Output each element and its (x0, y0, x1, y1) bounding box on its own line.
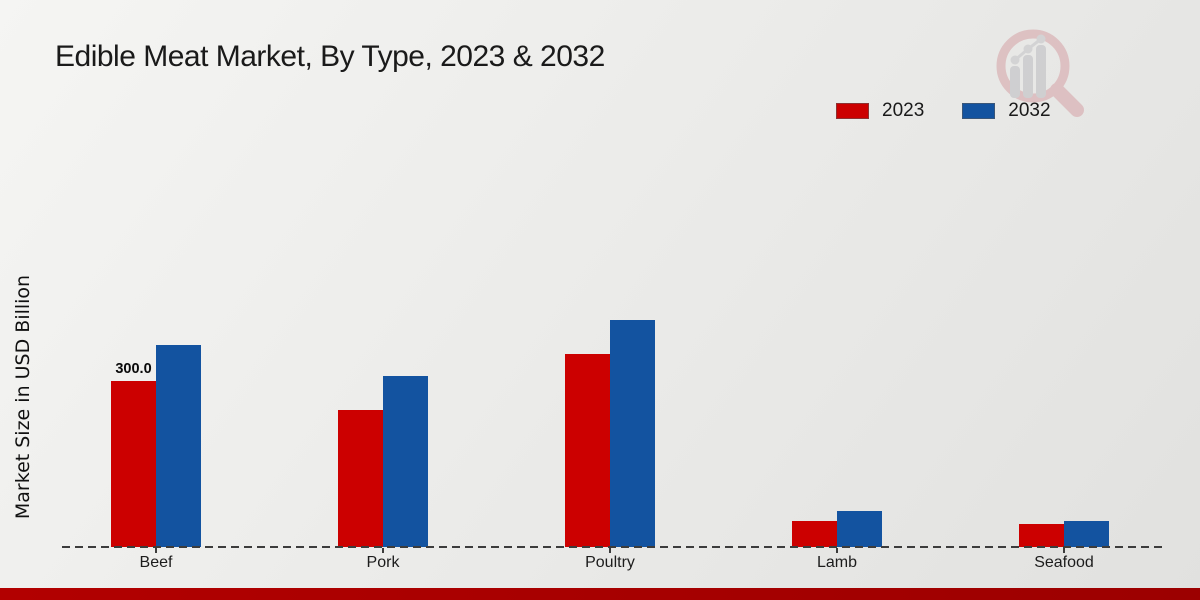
bar-value-label-beef-2023: 300.0 (115, 361, 152, 377)
legend-label-2032: 2032 (1008, 100, 1051, 121)
bar-seafood-2023 (1019, 524, 1064, 547)
magnifier-growth-chart-logo-icon (996, 29, 1084, 117)
legend-label-2023: 2023 (882, 100, 925, 121)
legend-item-2023: 2023 (836, 100, 924, 122)
bar-poultry-2032 (610, 320, 655, 547)
bar-beef-2032 (156, 345, 201, 547)
bar-pork-2032 (383, 376, 428, 547)
x-tick-seafood (1063, 548, 1065, 553)
legend-swatch-2023 (836, 103, 869, 119)
bar-lamb-2032 (837, 511, 882, 547)
chart-title: Edible Meat Market, By Type, 2023 & 2032 (55, 40, 605, 73)
category-label-beef: Beef (139, 554, 173, 571)
category-label-pork: Pork (366, 554, 400, 571)
bar-seafood-2032 (1064, 521, 1109, 547)
category-label-poultry: Poultry (585, 554, 635, 571)
x-tick-beef (155, 548, 157, 553)
legend: 2023 2032 (836, 100, 1051, 122)
legend-swatch-2032 (962, 103, 996, 119)
x-tick-pork (382, 548, 384, 553)
bar-poultry-2023 (565, 354, 610, 547)
legend-item-2032: 2032 (962, 100, 1051, 122)
bar-lamb-2023 (792, 521, 837, 547)
x-tick-poultry (609, 548, 611, 553)
x-tick-lamb (836, 548, 838, 553)
x-axis-baseline (62, 546, 1163, 548)
footer-accent-bar (0, 588, 1200, 600)
category-label-lamb: Lamb (816, 554, 858, 571)
bar-pork-2023 (338, 410, 383, 547)
category-label-seafood: Seafood (1034, 554, 1094, 571)
bar-beef-2023 (111, 381, 156, 547)
